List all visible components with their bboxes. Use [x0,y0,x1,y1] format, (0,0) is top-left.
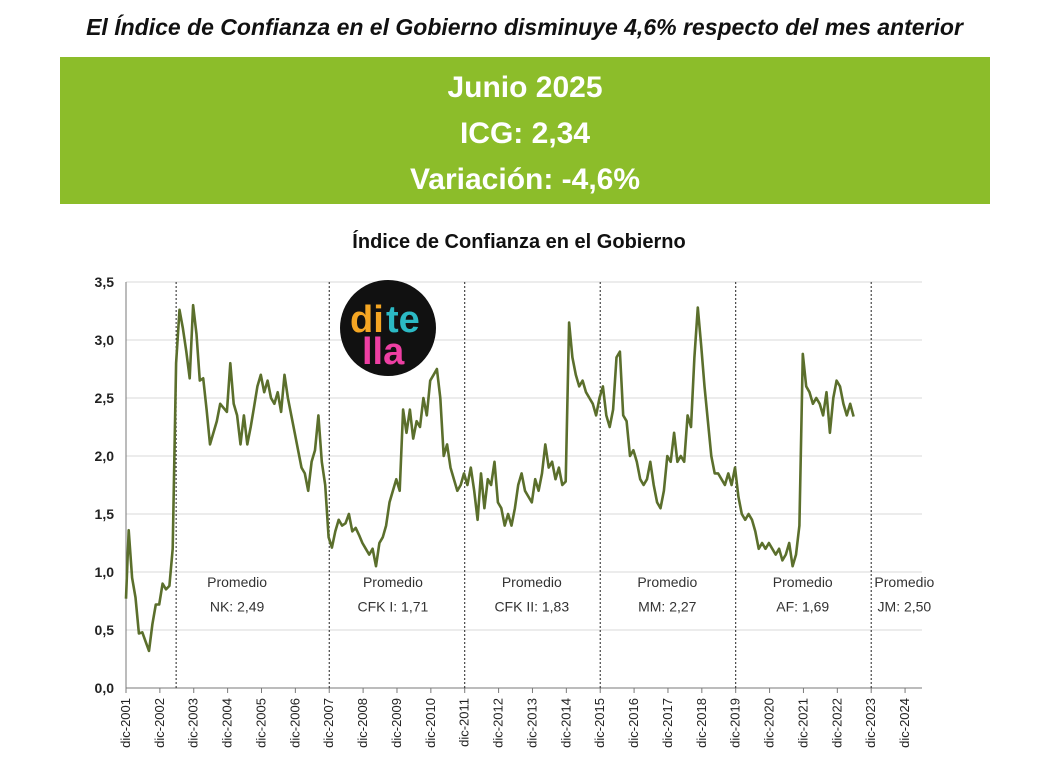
x-tick-label: dic-2012 [491,698,506,748]
ditella-logo: di te lla [340,280,436,376]
x-tick-label: dic-2014 [558,698,573,748]
chart-title: Índice de Confianza en el Gobierno [352,230,685,253]
x-tick-label: dic-2008 [355,698,370,748]
period-average: MM: 2,27 [638,598,697,614]
x-tick-label: dic-2022 [829,698,844,748]
summary-banner: Junio 2025 ICG: 2,34 Variación: -4,6% [60,57,990,204]
x-tick-label: dic-2002 [152,698,167,748]
x-tick-label: dic-2016 [626,698,641,748]
y-tick-label: 2,0 [95,448,115,464]
x-tick-label: dic-2019 [728,698,743,748]
period-average: CFK I: 1,71 [358,598,429,614]
period-average: AF: 1,69 [776,598,829,614]
y-tick-label: 0,5 [95,622,115,638]
x-tick-label: dic-2005 [253,698,268,748]
x-tick-label: dic-2020 [762,698,777,748]
period-annotations: Promedio NK: 2,49 Promedio CFK I: 1,71 Prome… [207,574,934,614]
y-tick-label: 0,0 [95,680,115,696]
x-axis: dic-2001 dic-2002 dic-2003 dic-2004 dic-2005… [118,688,912,748]
y-tick-label: 3,0 [95,332,115,348]
x-tick-label: dic-2010 [423,698,438,748]
y-tick-label: 3,5 [95,274,115,290]
x-tick-label: dic-2017 [660,698,675,748]
confidence-chart: Índice de Confianza en el Gobierno 0,00,… [95,230,935,748]
period-average: JM: 2,50 [878,598,932,614]
logo-te: te [386,299,420,341]
x-tick-label: dic-2024 [897,698,912,748]
x-tick-label: dic-2015 [592,698,607,748]
x-tick-label: dic-2018 [694,698,709,748]
x-tick-label: dic-2011 [457,698,472,747]
period-label: Promedio [207,574,267,590]
variation-value: Variación: -4,6% [409,163,641,196]
period-average: NK: 2,49 [210,598,265,614]
y-tick-label: 1,5 [95,506,115,522]
period-label: Junio 2025 [447,71,603,104]
period-label: Promedio [502,574,562,590]
y-tick-label: 2,5 [95,390,115,406]
period-label: Promedio [637,574,697,590]
x-tick-label: dic-2023 [863,698,878,748]
y-tick-label: 1,0 [95,564,115,580]
period-label: Promedio [773,574,833,590]
icg-value: ICG: 2,34 [459,117,591,150]
period-average: CFK II: 1,83 [494,598,569,614]
headline: El Índice de Confianza en el Gobierno di… [86,14,963,40]
series-line [124,303,855,653]
period-label: Promedio [363,574,423,590]
x-tick-label: dic-2021 [795,698,810,748]
x-tick-label: dic-2013 [524,698,539,748]
x-tick-label: dic-2006 [287,698,302,748]
logo-lla: lla [362,331,405,373]
x-tick-label: dic-2003 [186,698,201,748]
period-label: Promedio [874,574,934,590]
gridlines [126,281,922,689]
x-tick-label: dic-2004 [220,698,235,748]
x-tick-label: dic-2009 [389,698,404,748]
x-tick-label: dic-2007 [321,698,336,748]
y-axis: 0,0 0,5 1,0 1,5 2,0 2,5 3,0 3,5 [95,274,127,696]
x-tick-label: dic-2001 [118,698,133,748]
logo-di: di [350,299,384,341]
